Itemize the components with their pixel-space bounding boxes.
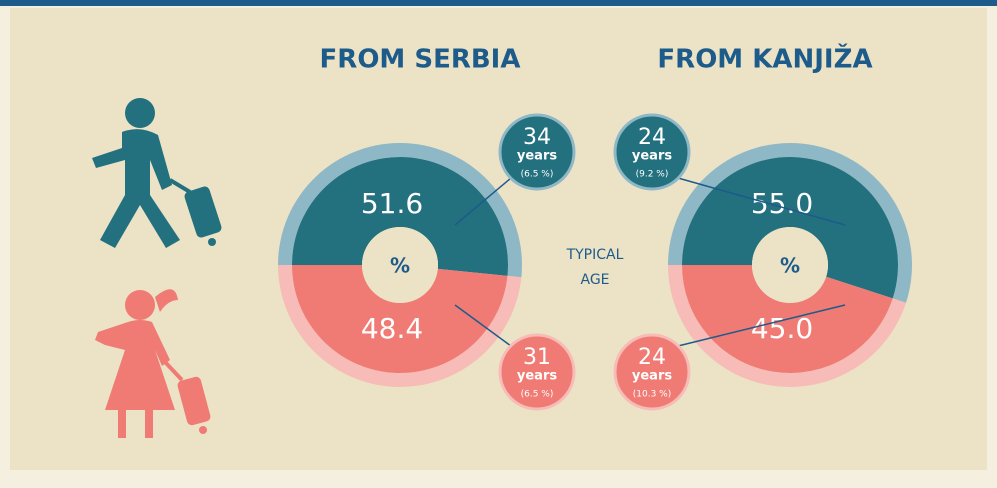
- caption: AGE: [580, 272, 609, 288]
- chart-title: FROM SERBIA: [320, 45, 521, 75]
- callout-note: (9.2 %): [636, 170, 669, 180]
- callout-note: (6.5 %): [521, 390, 554, 400]
- infographic: FROM SERBIA%51.648.434years(6.5 %)31year…: [0, 0, 997, 488]
- callout-unit: years: [517, 149, 557, 164]
- page: FROM SERBIA%51.648.434years(6.5 %)31year…: [0, 0, 997, 488]
- callout-note: (10.3 %): [633, 390, 671, 400]
- center-label: %: [780, 254, 800, 278]
- callout-age: 34: [523, 125, 551, 150]
- callout-unit: years: [517, 369, 557, 384]
- value-label: 51.6: [361, 187, 423, 220]
- value-label: 48.4: [361, 312, 423, 345]
- callout-age: 24: [638, 345, 666, 370]
- value-label: 55.0: [751, 187, 813, 220]
- callout-unit: years: [632, 369, 672, 384]
- center-label: %: [390, 254, 410, 278]
- callout-age: 24: [638, 125, 666, 150]
- callout-note: (6.5 %): [521, 170, 554, 180]
- callout-unit: years: [632, 149, 672, 164]
- caption: TYPICAL: [566, 247, 624, 263]
- chart-title: FROM KANJIŽA: [657, 43, 872, 75]
- top-bar: [0, 0, 997, 6]
- value-label: 45.0: [751, 312, 813, 345]
- callout-age: 31: [523, 345, 551, 370]
